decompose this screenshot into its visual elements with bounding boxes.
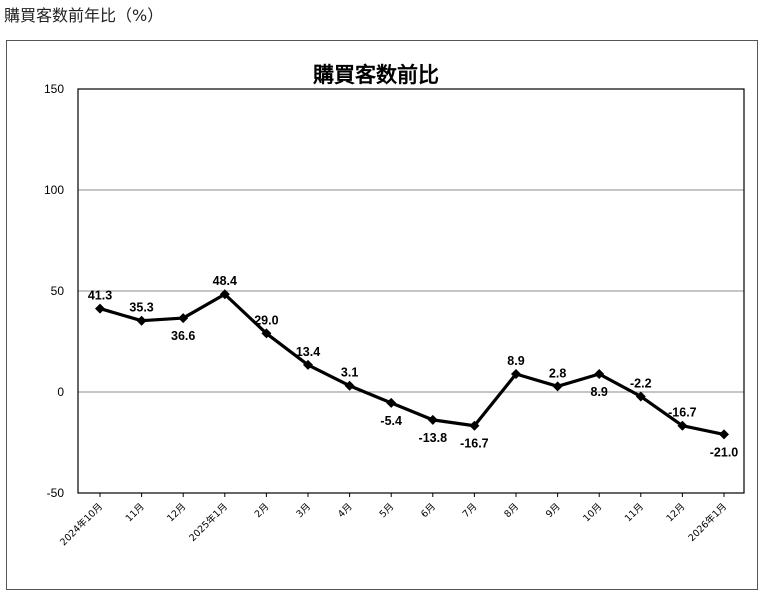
data-point [427, 414, 438, 425]
data-point [95, 303, 105, 314]
data-label: 41.3 [88, 289, 112, 303]
data-label: -13.8 [419, 431, 448, 445]
plot-area [77, 88, 745, 494]
chart-title: 購買客数前比 [312, 63, 439, 87]
x-tick-label: 2025年1月 [187, 501, 230, 544]
data-point [261, 328, 272, 339]
x-tick-label: 2月 [253, 501, 272, 520]
data-point [219, 289, 230, 300]
data-label: 36.6 [171, 329, 195, 343]
data-label: 3.1 [341, 366, 358, 380]
x-tick-label: 11月 [623, 501, 646, 524]
y-tick-label: 100 [44, 183, 64, 197]
series [95, 289, 729, 440]
data-label: -5.4 [380, 414, 402, 428]
y-tick-label: 0 [57, 385, 64, 399]
data-point [136, 315, 147, 326]
data-label: 8.9 [507, 354, 524, 368]
data-label: 48.4 [213, 274, 237, 288]
data-label: -16.7 [460, 437, 489, 451]
series-line [99, 292, 725, 436]
data-point [303, 359, 313, 370]
data-point [594, 369, 605, 380]
y-tick-label: 50 [51, 284, 65, 298]
x-tick-label: 9月 [544, 501, 563, 520]
x-tick-label: 3月 [294, 501, 313, 520]
y-axis: 150 100 50 0 -50 [44, 82, 64, 500]
y-tick-label: -50 [47, 486, 65, 500]
data-point [677, 420, 688, 431]
x-axis: 2024年10月 11月 12月 2025年1月 2月 3月 4月 5月 6月 7月 8月 9月 10月… [58, 493, 729, 549]
x-tick-label: 7月 [461, 501, 480, 520]
x-tick-label: 2026年1月 [686, 501, 729, 544]
data-label: -16.7 [668, 406, 697, 420]
data-label: 29.0 [254, 313, 278, 327]
data-label: -21.0 [710, 445, 739, 459]
grid-lines [78, 189, 744, 393]
x-tick-label: 6月 [419, 501, 438, 520]
x-tick-label: 8月 [502, 501, 521, 520]
data-label: 8.9 [591, 385, 608, 399]
data-point [469, 420, 480, 431]
data-labels: 41.3 35.3 36.6 48.4 29.0 13.4 3.1 -5.4 -13.8 -16.… [88, 274, 738, 459]
chart-frame [6, 40, 758, 590]
data-point [511, 369, 521, 380]
data-label: 13.4 [296, 345, 320, 359]
data-label: -2.2 [630, 376, 652, 390]
x-tick-label: 11月 [124, 501, 147, 524]
x-tick-label: 10月 [581, 501, 604, 524]
x-tick-label: 12月 [664, 501, 687, 524]
y-tick-label: 150 [44, 82, 64, 96]
x-tick-label: 12月 [165, 501, 188, 524]
x-tick-label: 4月 [336, 501, 355, 520]
data-point [635, 391, 646, 402]
data-point [552, 381, 563, 392]
page-title: 購買客数前年比（%） [4, 6, 164, 25]
x-tick-label: 5月 [378, 501, 397, 520]
data-point [178, 313, 189, 324]
data-label: 35.3 [129, 301, 153, 315]
data-point [719, 429, 729, 440]
data-point [386, 397, 397, 408]
data-label: 2.8 [549, 366, 566, 380]
x-tick-label: 2024年10月 [58, 501, 106, 549]
data-point [344, 380, 355, 391]
